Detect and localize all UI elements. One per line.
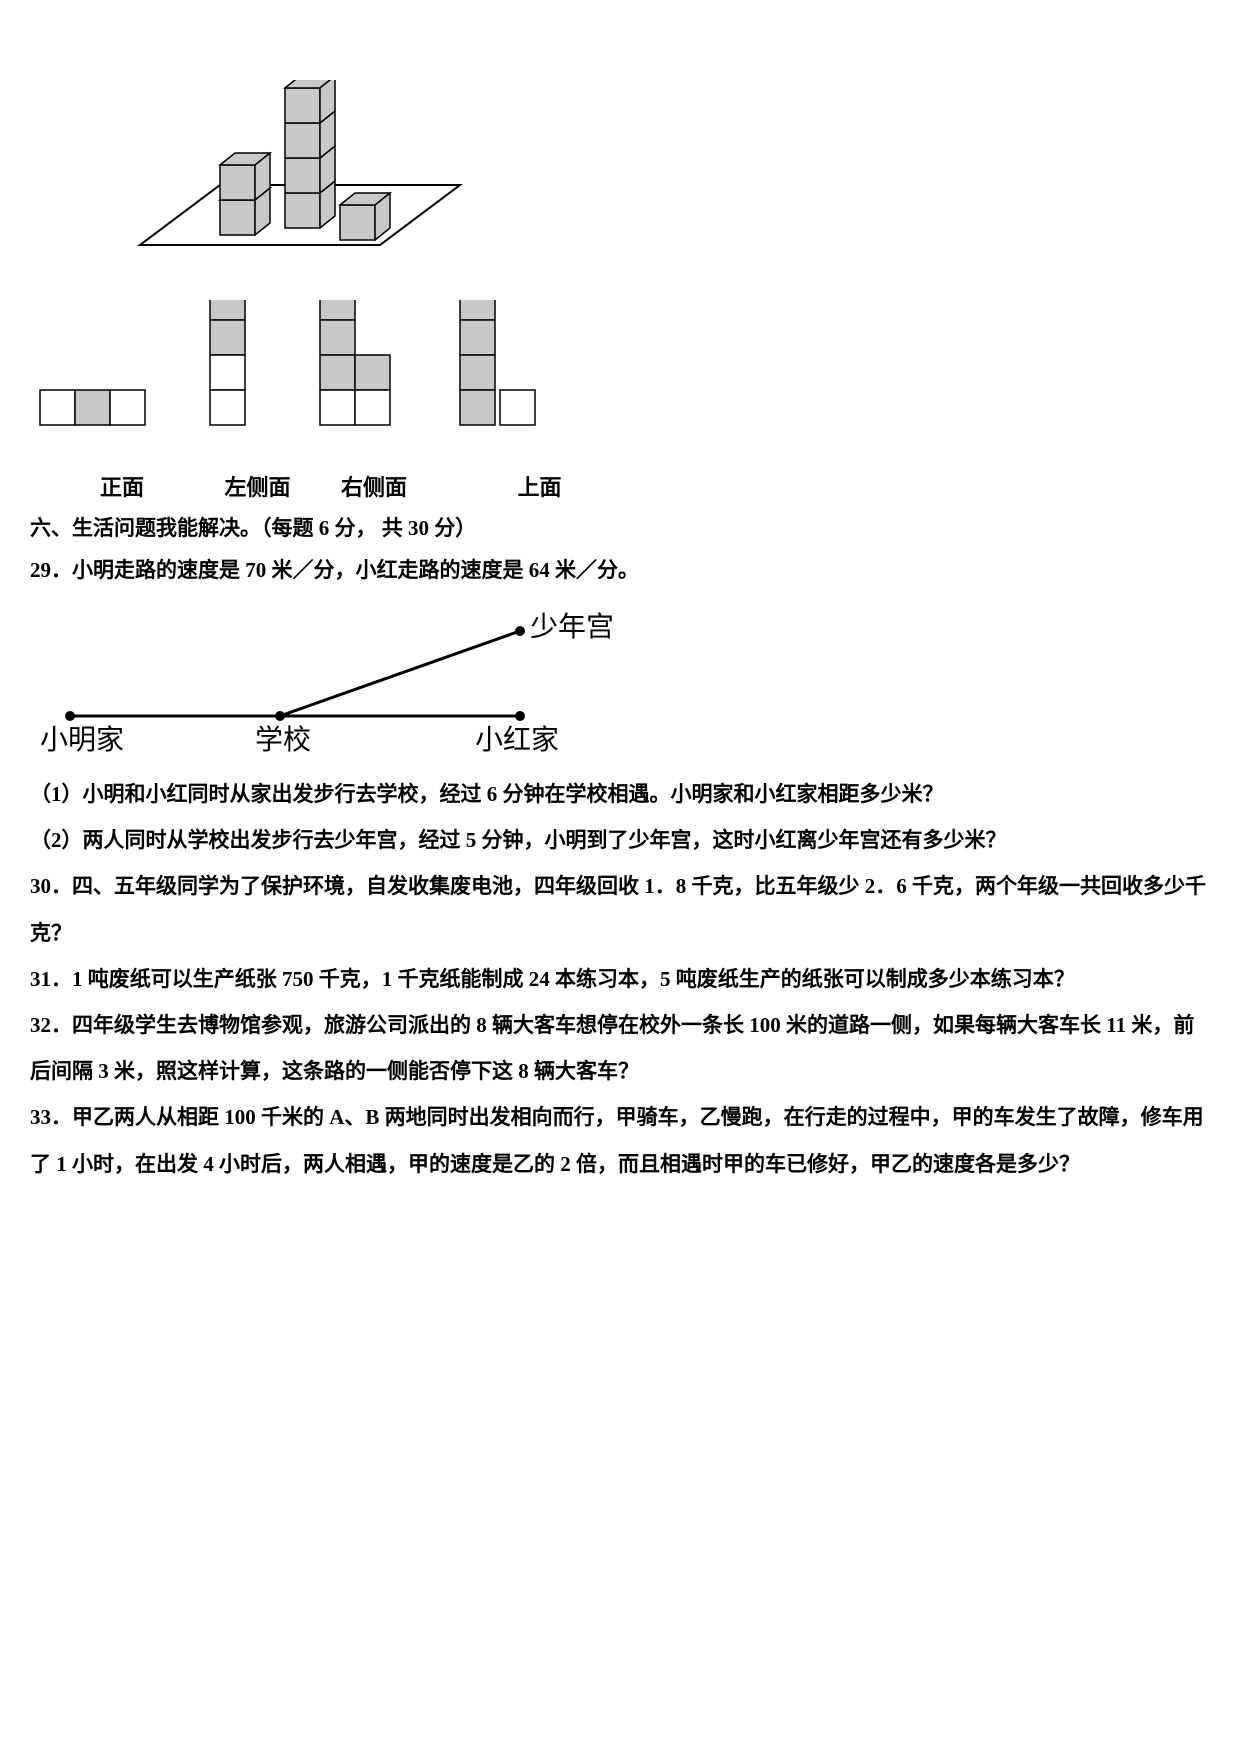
view-grids [30, 300, 1210, 455]
label-top: 上面 [518, 470, 562, 502]
label-palace: 少年宫 [530, 611, 614, 643]
q33: 33．甲乙两人从相距 100 千米的 A、B 两地同时出发相向而行，甲骑车，乙慢… [30, 1094, 1210, 1186]
label-school: 学校 [255, 724, 311, 756]
section6-header: 六、生活问题我能解决。（每题 6 分， 共 30 分） [30, 507, 1210, 549]
q31: 31．1 吨废纸可以生产纸张 750 千克，1 千克纸能制成 24 本练习本，5… [30, 956, 1210, 1002]
q29-1: （1）小明和小红同时从家出发步行去学校，经过 6 分钟在学校相遇。小明家和小红家… [30, 771, 1210, 817]
path-diagram: 少年宫 小明家 学校 小红家 [30, 601, 1210, 766]
label-right: 右侧面 [341, 470, 407, 502]
q30: 30．四、五年级同学为了保护环境，自发收集废电池，四年级回收 1．8 千克，比五… [30, 863, 1210, 955]
label-hong: 小红家 [475, 724, 559, 756]
label-left: 左侧面 [225, 470, 291, 502]
q32: 32．四年级学生去博物馆参观，旅游公司派出的 8 辆大客车想停在校外一条长 10… [30, 1002, 1210, 1094]
cube-3d-diagram [30, 80, 1210, 285]
label-ming: 小明家 [40, 724, 124, 756]
q29-intro: 29．小明走路的速度是 70 米／分，小红走路的速度是 64 米／分。 [30, 549, 1210, 591]
q29-2: （2）两人同时从学校出发步行去少年宫，经过 5 分钟，小明到了少年宫，这时小红离… [30, 817, 1210, 863]
label-front: 正面 [100, 470, 144, 502]
view-labels-row: 正面 左侧面 右侧面 上面 [30, 470, 1210, 502]
